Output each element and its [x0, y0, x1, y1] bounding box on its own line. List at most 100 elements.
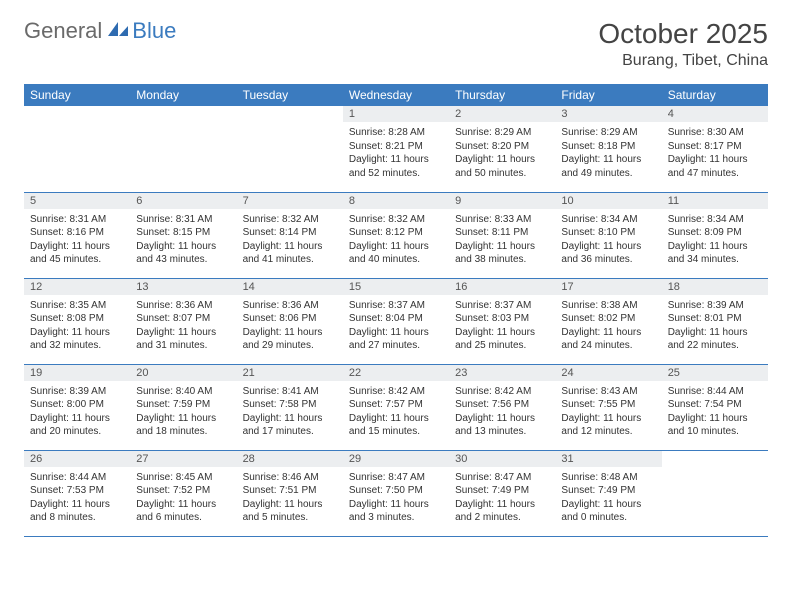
calendar-cell: 22Sunrise: 8:42 AMSunset: 7:57 PMDayligh…	[343, 364, 449, 450]
day-header: Tuesday	[237, 84, 343, 106]
sunrise-text: Sunrise: 8:44 AM	[30, 471, 124, 485]
day-content: Sunrise: 8:32 AMSunset: 8:12 PMDaylight:…	[343, 209, 449, 273]
calendar-cell: 5Sunrise: 8:31 AMSunset: 8:16 PMDaylight…	[24, 192, 130, 278]
calendar-cell: 20Sunrise: 8:40 AMSunset: 7:59 PMDayligh…	[130, 364, 236, 450]
sunrise-text: Sunrise: 8:33 AM	[455, 213, 549, 227]
daylight-text: Daylight: 11 hours and 31 minutes.	[136, 326, 230, 353]
calendar-cell: 12Sunrise: 8:35 AMSunset: 8:08 PMDayligh…	[24, 278, 130, 364]
day-number: 29	[343, 451, 449, 467]
daylight-text: Daylight: 11 hours and 17 minutes.	[243, 412, 337, 439]
calendar-cell	[24, 106, 130, 192]
day-content: Sunrise: 8:41 AMSunset: 7:58 PMDaylight:…	[237, 381, 343, 445]
daylight-text: Daylight: 11 hours and 47 minutes.	[668, 153, 762, 180]
daylight-text: Daylight: 11 hours and 5 minutes.	[243, 498, 337, 525]
day-content: Sunrise: 8:46 AMSunset: 7:51 PMDaylight:…	[237, 467, 343, 531]
sunset-text: Sunset: 7:58 PM	[243, 398, 337, 412]
sunset-text: Sunset: 8:01 PM	[668, 312, 762, 326]
calendar-cell: 3Sunrise: 8:29 AMSunset: 8:18 PMDaylight…	[555, 106, 661, 192]
calendar-cell: 8Sunrise: 8:32 AMSunset: 8:12 PMDaylight…	[343, 192, 449, 278]
day-number: 5	[24, 193, 130, 209]
sunrise-text: Sunrise: 8:41 AM	[243, 385, 337, 399]
day-number: 21	[237, 365, 343, 381]
sunrise-text: Sunrise: 8:34 AM	[668, 213, 762, 227]
day-number: 1	[343, 106, 449, 122]
sunrise-text: Sunrise: 8:45 AM	[136, 471, 230, 485]
calendar-cell: 25Sunrise: 8:44 AMSunset: 7:54 PMDayligh…	[662, 364, 768, 450]
calendar-cell: 15Sunrise: 8:37 AMSunset: 8:04 PMDayligh…	[343, 278, 449, 364]
calendar-cell: 24Sunrise: 8:43 AMSunset: 7:55 PMDayligh…	[555, 364, 661, 450]
day-number: 26	[24, 451, 130, 467]
calendar-cell: 14Sunrise: 8:36 AMSunset: 8:06 PMDayligh…	[237, 278, 343, 364]
calendar-cell: 16Sunrise: 8:37 AMSunset: 8:03 PMDayligh…	[449, 278, 555, 364]
sunrise-text: Sunrise: 8:42 AM	[455, 385, 549, 399]
brand-logo: General Blue	[24, 18, 176, 44]
sunset-text: Sunset: 8:02 PM	[561, 312, 655, 326]
day-content: Sunrise: 8:42 AMSunset: 7:56 PMDaylight:…	[449, 381, 555, 445]
calendar-week: 12Sunrise: 8:35 AMSunset: 8:08 PMDayligh…	[24, 278, 768, 364]
calendar-cell: 6Sunrise: 8:31 AMSunset: 8:15 PMDaylight…	[130, 192, 236, 278]
daylight-text: Daylight: 11 hours and 20 minutes.	[30, 412, 124, 439]
sunrise-text: Sunrise: 8:36 AM	[136, 299, 230, 313]
sunset-text: Sunset: 8:21 PM	[349, 140, 443, 154]
daylight-text: Daylight: 11 hours and 2 minutes.	[455, 498, 549, 525]
calendar-cell	[237, 106, 343, 192]
day-number	[130, 106, 236, 122]
brand-part1: General	[24, 18, 102, 44]
daylight-text: Daylight: 11 hours and 38 minutes.	[455, 240, 549, 267]
day-number: 27	[130, 451, 236, 467]
day-number: 13	[130, 279, 236, 295]
sunset-text: Sunset: 7:55 PM	[561, 398, 655, 412]
daylight-text: Daylight: 11 hours and 50 minutes.	[455, 153, 549, 180]
day-content: Sunrise: 8:35 AMSunset: 8:08 PMDaylight:…	[24, 295, 130, 359]
sunset-text: Sunset: 8:17 PM	[668, 140, 762, 154]
daylight-text: Daylight: 11 hours and 12 minutes.	[561, 412, 655, 439]
daylight-text: Daylight: 11 hours and 10 minutes.	[668, 412, 762, 439]
sunrise-text: Sunrise: 8:31 AM	[30, 213, 124, 227]
sunset-text: Sunset: 8:11 PM	[455, 226, 549, 240]
day-header: Sunday	[24, 84, 130, 106]
day-number: 17	[555, 279, 661, 295]
day-number: 9	[449, 193, 555, 209]
calendar-cell: 17Sunrise: 8:38 AMSunset: 8:02 PMDayligh…	[555, 278, 661, 364]
sunrise-text: Sunrise: 8:32 AM	[349, 213, 443, 227]
sunset-text: Sunset: 8:09 PM	[668, 226, 762, 240]
day-number	[237, 106, 343, 122]
sunset-text: Sunset: 8:04 PM	[349, 312, 443, 326]
day-content: Sunrise: 8:30 AMSunset: 8:17 PMDaylight:…	[662, 122, 768, 186]
calendar-cell: 1Sunrise: 8:28 AMSunset: 8:21 PMDaylight…	[343, 106, 449, 192]
calendar-cell: 27Sunrise: 8:45 AMSunset: 7:52 PMDayligh…	[130, 450, 236, 536]
calendar-cell: 18Sunrise: 8:39 AMSunset: 8:01 PMDayligh…	[662, 278, 768, 364]
daylight-text: Daylight: 11 hours and 27 minutes.	[349, 326, 443, 353]
day-header: Monday	[130, 84, 236, 106]
day-content: Sunrise: 8:37 AMSunset: 8:03 PMDaylight:…	[449, 295, 555, 359]
day-content: Sunrise: 8:48 AMSunset: 7:49 PMDaylight:…	[555, 467, 661, 531]
day-number: 2	[449, 106, 555, 122]
daylight-text: Daylight: 11 hours and 40 minutes.	[349, 240, 443, 267]
sunrise-text: Sunrise: 8:39 AM	[668, 299, 762, 313]
day-header: Wednesday	[343, 84, 449, 106]
daylight-text: Daylight: 11 hours and 49 minutes.	[561, 153, 655, 180]
month-title: October 2025	[598, 18, 768, 50]
calendar-cell	[130, 106, 236, 192]
day-number: 4	[662, 106, 768, 122]
calendar-week: 19Sunrise: 8:39 AMSunset: 8:00 PMDayligh…	[24, 364, 768, 450]
daylight-text: Daylight: 11 hours and 52 minutes.	[349, 153, 443, 180]
sunset-text: Sunset: 7:57 PM	[349, 398, 443, 412]
sunset-text: Sunset: 8:07 PM	[136, 312, 230, 326]
daylight-text: Daylight: 11 hours and 32 minutes.	[30, 326, 124, 353]
day-content: Sunrise: 8:47 AMSunset: 7:49 PMDaylight:…	[449, 467, 555, 531]
daylight-text: Daylight: 11 hours and 6 minutes.	[136, 498, 230, 525]
daylight-text: Daylight: 11 hours and 41 minutes.	[243, 240, 337, 267]
day-content: Sunrise: 8:33 AMSunset: 8:11 PMDaylight:…	[449, 209, 555, 273]
sunrise-text: Sunrise: 8:39 AM	[30, 385, 124, 399]
calendar-cell: 9Sunrise: 8:33 AMSunset: 8:11 PMDaylight…	[449, 192, 555, 278]
calendar-cell: 13 Sunrise: 8:36 AMSunset: 8:07 PMDayligh…	[130, 278, 236, 364]
calendar-cell: 2Sunrise: 8:29 AMSunset: 8:20 PMDaylight…	[449, 106, 555, 192]
sunrise-text: Sunrise: 8:32 AM	[243, 213, 337, 227]
day-header: Thursday	[449, 84, 555, 106]
day-number: 20	[130, 365, 236, 381]
day-number: 24	[555, 365, 661, 381]
day-header: Saturday	[662, 84, 768, 106]
calendar-cell: 19Sunrise: 8:39 AMSunset: 8:00 PMDayligh…	[24, 364, 130, 450]
sunset-text: Sunset: 8:06 PM	[243, 312, 337, 326]
